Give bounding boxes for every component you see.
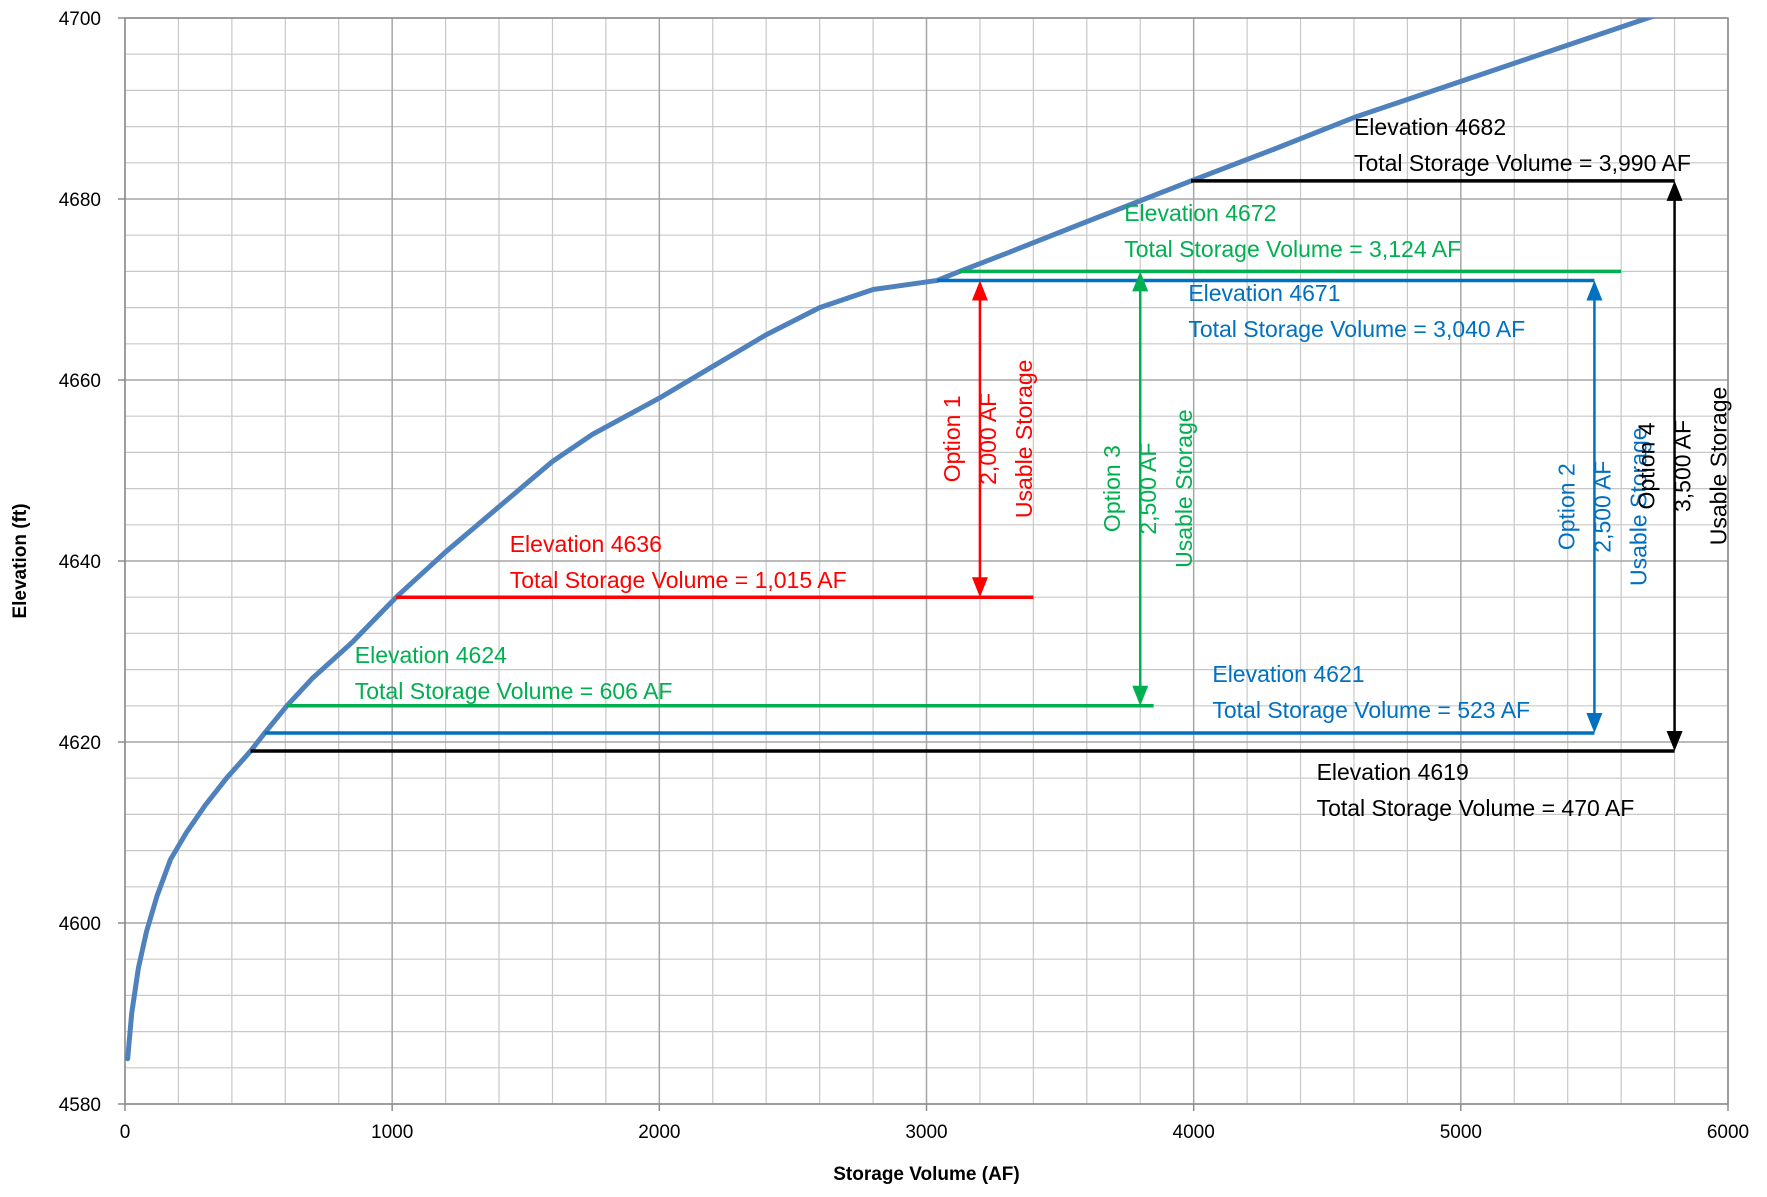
x-tick-label: 6000 — [1707, 1122, 1749, 1143]
y-tick-label: 4640 — [59, 552, 101, 573]
option-4-arrow-head-up — [1666, 180, 1683, 201]
curve-layer — [125, 18, 1656, 1062]
option-1-label-line: Option 1 — [939, 395, 965, 482]
elev-4636-volume-label: Total Storage Volume = 1,015 AF — [510, 567, 847, 593]
option-3-arrow-head-up — [1132, 271, 1149, 292]
option-2-label-line: 2,500 AF — [1589, 461, 1615, 553]
annotation-layer: Elevation 4682 Total Storage Volume = 3,9… — [250, 114, 1691, 821]
x-tick-label: 2000 — [638, 1122, 680, 1143]
y-tick-label: 4580 — [59, 1095, 101, 1116]
elev-4671-label: Elevation 4671 — [1188, 280, 1340, 306]
elev-4619-volume-label: Total Storage Volume = 470 AF — [1317, 795, 1635, 821]
option-2-label-line: Option 2 — [1553, 463, 1579, 550]
y-axis-title: Elevation (ft) — [10, 503, 31, 618]
elev-4672-volume-label: Total Storage Volume = 3,124 AF — [1124, 236, 1461, 262]
elev-4624-label: Elevation 4624 — [355, 642, 507, 668]
elev-4682-volume-label: Total Storage Volume = 3,990 AF — [1354, 150, 1691, 176]
option-1-label-line: Usable Storage — [1011, 360, 1037, 519]
option-1-arrow-head-down — [971, 577, 988, 598]
y-tick-label: 4620 — [59, 733, 101, 754]
x-tick-label: 5000 — [1440, 1122, 1482, 1143]
option-3-label-line: Usable Storage — [1171, 409, 1197, 568]
x-tick-label: 1000 — [371, 1122, 413, 1143]
option-layer: Option 1 2,000 AF Usable Storage Option 3 2,… — [939, 180, 1732, 752]
y-tick-label: 4660 — [59, 371, 101, 392]
option-3-arrow-head-down — [1132, 685, 1149, 706]
elev-4619-label: Elevation 4619 — [1317, 759, 1469, 785]
x-axis-title: Storage Volume (AF) — [833, 1164, 1020, 1185]
option-4-label-line: Usable Storage — [1706, 387, 1732, 546]
x-tick-label: 4000 — [1173, 1122, 1215, 1143]
option-3-label-line: 2,500 AF — [1135, 443, 1161, 535]
elev-4682-label: Elevation 4682 — [1354, 114, 1506, 140]
storage-curve — [125, 18, 1656, 1062]
y-tick-label: 4700 — [59, 9, 101, 30]
option-1-label-line: 2,000 AF — [975, 393, 1001, 485]
elev-4621-label: Elevation 4621 — [1212, 661, 1364, 687]
y-tick-label: 4680 — [59, 190, 101, 211]
elev-4624-volume-label: Total Storage Volume = 606 AF — [355, 678, 673, 704]
option-3-label-line: Option 3 — [1099, 445, 1125, 532]
elev-4621-volume-label: Total Storage Volume = 523 AF — [1212, 697, 1530, 723]
x-tick-label: 0 — [120, 1122, 131, 1143]
option-4-arrow-head-down — [1666, 731, 1683, 752]
option-4-label-line: Option 4 — [1634, 422, 1660, 509]
y-tick-label: 4600 — [59, 914, 101, 935]
elev-4671-volume-label: Total Storage Volume = 3,040 AF — [1188, 316, 1525, 342]
x-tick-label: 3000 — [905, 1122, 947, 1143]
option-4-label-line: 3,500 AF — [1670, 420, 1696, 512]
option-2-arrow-head-down — [1586, 712, 1603, 733]
axes: 0 1000 2000 3000 4000 5000 6000 4580 4600 4620 464… — [59, 9, 1749, 1143]
option-2-arrow-head-up — [1586, 280, 1603, 301]
elev-4636-label: Elevation 4636 — [510, 531, 662, 557]
option-1-arrow-head-up — [971, 280, 988, 301]
elev-4672-label: Elevation 4672 — [1124, 200, 1276, 226]
option-2-label-line: Usable Storage — [1625, 427, 1651, 586]
